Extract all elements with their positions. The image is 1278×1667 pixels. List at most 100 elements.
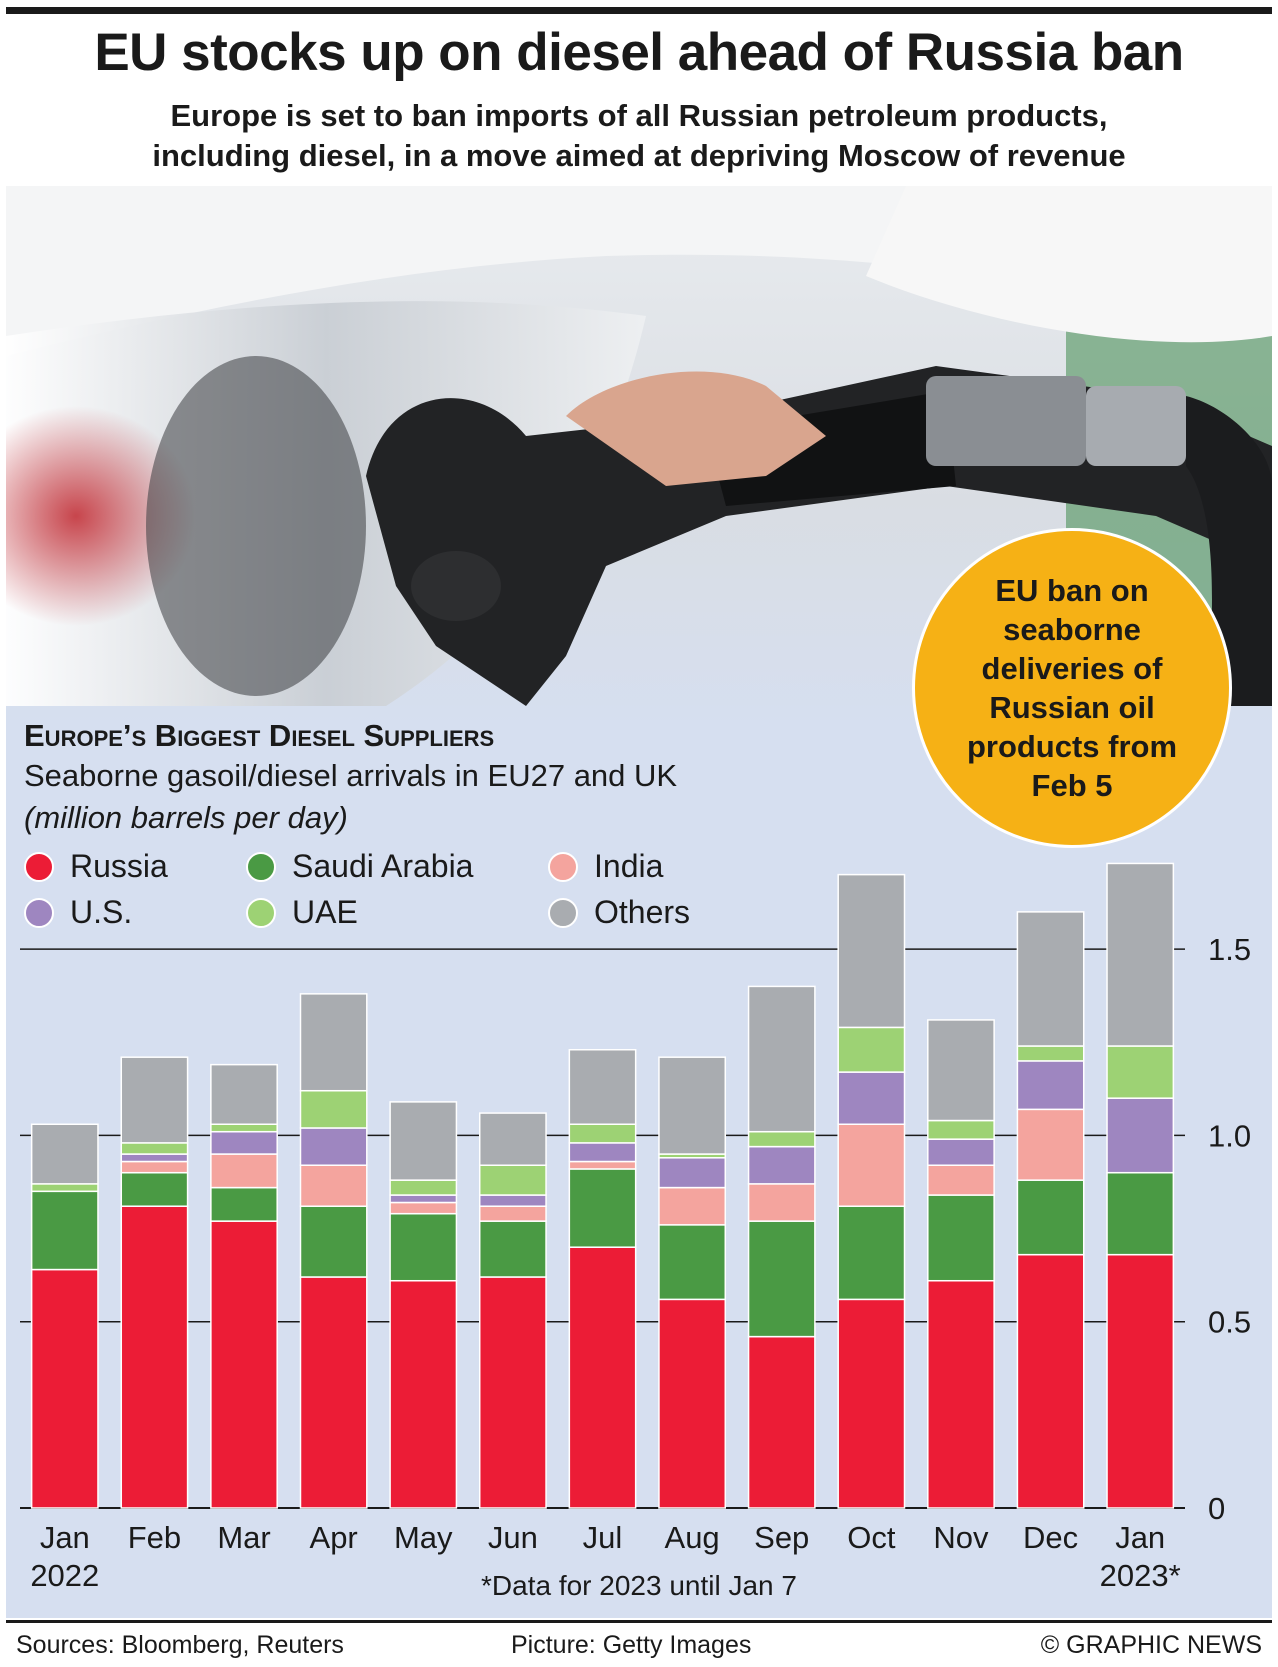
legend-item-us: U.S. [24, 894, 132, 931]
legend-swatch-saudi-arabia [246, 851, 276, 882]
bar-segment-6-3 [568, 1142, 637, 1163]
bar-segment-12-4 [1106, 1045, 1175, 1099]
bar-segment-11-3 [1016, 1060, 1085, 1111]
bar-segment-4-3 [389, 1194, 458, 1204]
legend-label-saudi-arabia: Saudi Arabia [292, 848, 474, 884]
page-subtitle: Europe is set to ban imports of all Russ… [0, 96, 1278, 176]
bar-segment-9-0 [837, 1298, 906, 1509]
bar-segment-12-3 [1106, 1097, 1175, 1174]
bar-segment-6-2 [568, 1160, 637, 1170]
x-tick-label-8-0: Sep [754, 1520, 809, 1555]
legend-label-russia: Russia [70, 848, 168, 884]
bar-segment-5-2 [478, 1205, 547, 1222]
legend-item-russia: Russia [24, 848, 168, 885]
bar-segment-6-0 [568, 1246, 637, 1509]
bar-segment-2-0 [210, 1220, 278, 1509]
x-tick-label-0-1: 2022 [30, 1558, 99, 1593]
bar-segment-7-2 [658, 1186, 727, 1226]
bar-segment-5-1 [478, 1220, 547, 1278]
bar-segment-10-2 [927, 1164, 995, 1196]
legend-item-india: India [548, 848, 663, 885]
bar-segment-6-4 [568, 1123, 637, 1144]
y-tick-label-1: 0.5 [1208, 1305, 1251, 1340]
page-title: EU stocks up on diesel ahead of Russia b… [94, 23, 1184, 82]
bar-segment-10-4 [927, 1119, 995, 1140]
bar-segment-7-1 [658, 1224, 727, 1301]
bar-segment-8-5 [747, 985, 816, 1133]
bar-segment-8-3 [747, 1145, 816, 1185]
legend-label-india: India [594, 848, 664, 884]
bar-segment-9-1 [837, 1205, 906, 1301]
bar-segment-1-3 [120, 1153, 189, 1163]
bar-segment-5-3 [478, 1194, 547, 1207]
bar-segment-3-5 [299, 993, 368, 1092]
bar-segment-10-1 [927, 1194, 995, 1282]
x-tick-label-0-0: Jan [40, 1520, 90, 1555]
bar-segment-10-5 [927, 1019, 995, 1122]
footer: Sources: Bloomberg, Reuters Picture: Get… [6, 1620, 1272, 1660]
bar-segment-0-5 [30, 1123, 99, 1185]
subtitle-line-1: Europe is set to ban imports of all Russ… [170, 98, 1108, 133]
x-tick-label-12-0: Jan [1115, 1520, 1165, 1555]
legend-swatch-russia [24, 851, 54, 882]
bar-segment-9-4 [837, 1026, 906, 1073]
bar-segment-2-2 [210, 1153, 278, 1189]
bar-segment-2-4 [210, 1123, 278, 1133]
bar-segment-0-4 [30, 1183, 99, 1193]
x-tick-label-11-0: Dec [1023, 1520, 1078, 1555]
bar-segment-3-0 [299, 1276, 368, 1509]
legend-item-uae: UAE [246, 894, 358, 931]
x-tick-label-7-0: Aug [665, 1520, 720, 1555]
bar-segment-8-1 [747, 1220, 816, 1338]
bar-segment-4-4 [389, 1179, 458, 1196]
x-tick-label-6-0: Jul [583, 1520, 623, 1555]
bar-segment-8-0 [747, 1335, 816, 1509]
bar-segment-4-5 [389, 1101, 458, 1181]
x-tick-label-5-0: Jun [488, 1520, 538, 1555]
bar-segment-9-5 [837, 873, 906, 1029]
bar-segment-3-4 [299, 1089, 368, 1129]
ban-callout-badge: EU ban on seaborne deliveries of Russian… [912, 528, 1232, 848]
x-tick-label-4-0: May [394, 1520, 453, 1555]
legend-swatch-uae [246, 897, 276, 928]
footer-picture-credit: Picture: Getty Images [511, 1631, 752, 1659]
bar-segment-5-4 [478, 1164, 547, 1196]
bar-segment-7-3 [658, 1157, 727, 1189]
bar-segment-0-0 [30, 1268, 99, 1509]
bar-segment-1-5 [120, 1056, 189, 1144]
y-tick-label-2: 1.0 [1208, 1118, 1251, 1153]
bar-segment-10-0 [927, 1279, 995, 1509]
x-tick-label-2-0: Mar [217, 1520, 270, 1555]
legend-label-uae: UAE [292, 894, 358, 930]
y-tick-label-3: 1.5 [1208, 932, 1251, 967]
bar-segment-5-5 [478, 1112, 547, 1166]
bar-segment-2-3 [210, 1130, 278, 1155]
bar-segment-3-1 [299, 1205, 368, 1278]
bar-segment-4-0 [389, 1279, 458, 1509]
bar-segment-11-1 [1016, 1179, 1085, 1256]
chart-footnote: *Data for 2023 until Jan 7 [481, 1570, 797, 1601]
x-tick-label-10-0: Nov [933, 1520, 989, 1555]
bar-segment-3-3 [299, 1127, 368, 1166]
bar-segment-11-5 [1016, 911, 1085, 1047]
bar-segment-12-5 [1106, 862, 1175, 1047]
legend-label-us: U.S. [70, 894, 133, 930]
chart-subtitle: Seaborne gasoil/diesel arrivals in EU27 … [24, 758, 678, 793]
ban-callout-text: EU ban on seaborne deliveries of Russian… [966, 573, 1178, 803]
bar-segment-11-0 [1016, 1253, 1085, 1509]
bar-segment-4-1 [389, 1212, 458, 1282]
bar-segment-2-5 [210, 1063, 278, 1126]
bar-segment-9-3 [837, 1071, 906, 1126]
bar-segment-6-1 [568, 1168, 637, 1248]
bar-segment-11-2 [1016, 1108, 1085, 1181]
chart-units: (million barrels per day) [24, 800, 348, 835]
legend-swatch-others [548, 897, 578, 928]
top-rule [6, 7, 1272, 14]
bar-segment-0-1 [30, 1190, 99, 1271]
bar-segment-7-0 [658, 1298, 727, 1509]
bar-segment-12-0 [1106, 1253, 1175, 1509]
bar-segment-8-2 [747, 1183, 816, 1222]
subtitle-line-2: including diesel, in a move aimed at dep… [152, 138, 1126, 173]
bar-segment-12-1 [1106, 1171, 1175, 1256]
